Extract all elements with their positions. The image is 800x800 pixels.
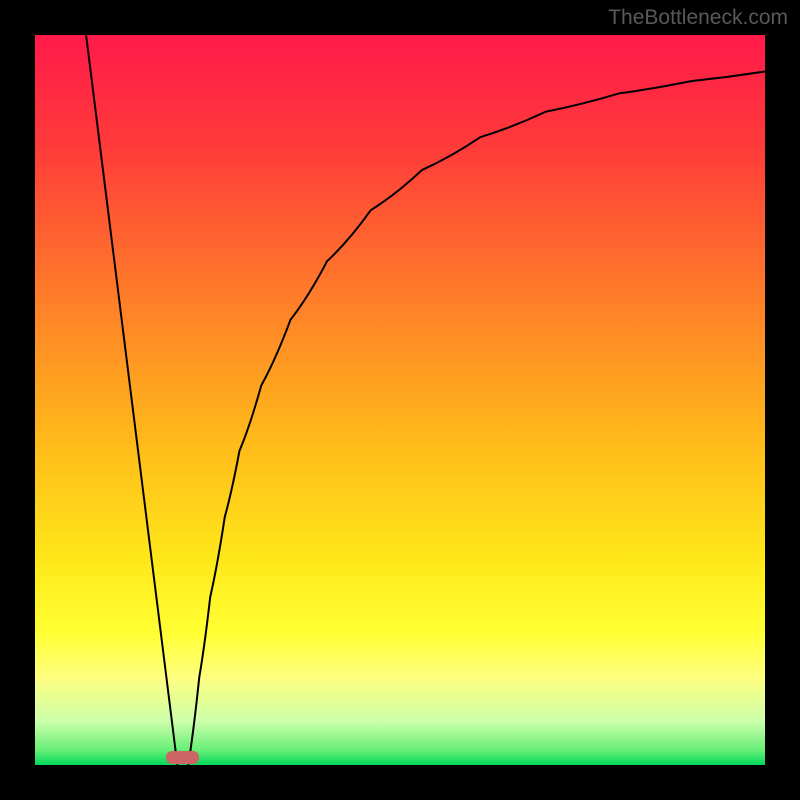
bottleneck-curve: [35, 35, 765, 765]
plot-area: [35, 35, 765, 765]
optimal-marker: [166, 751, 199, 764]
watermark-text: TheBottleneck.com: [608, 6, 788, 30]
